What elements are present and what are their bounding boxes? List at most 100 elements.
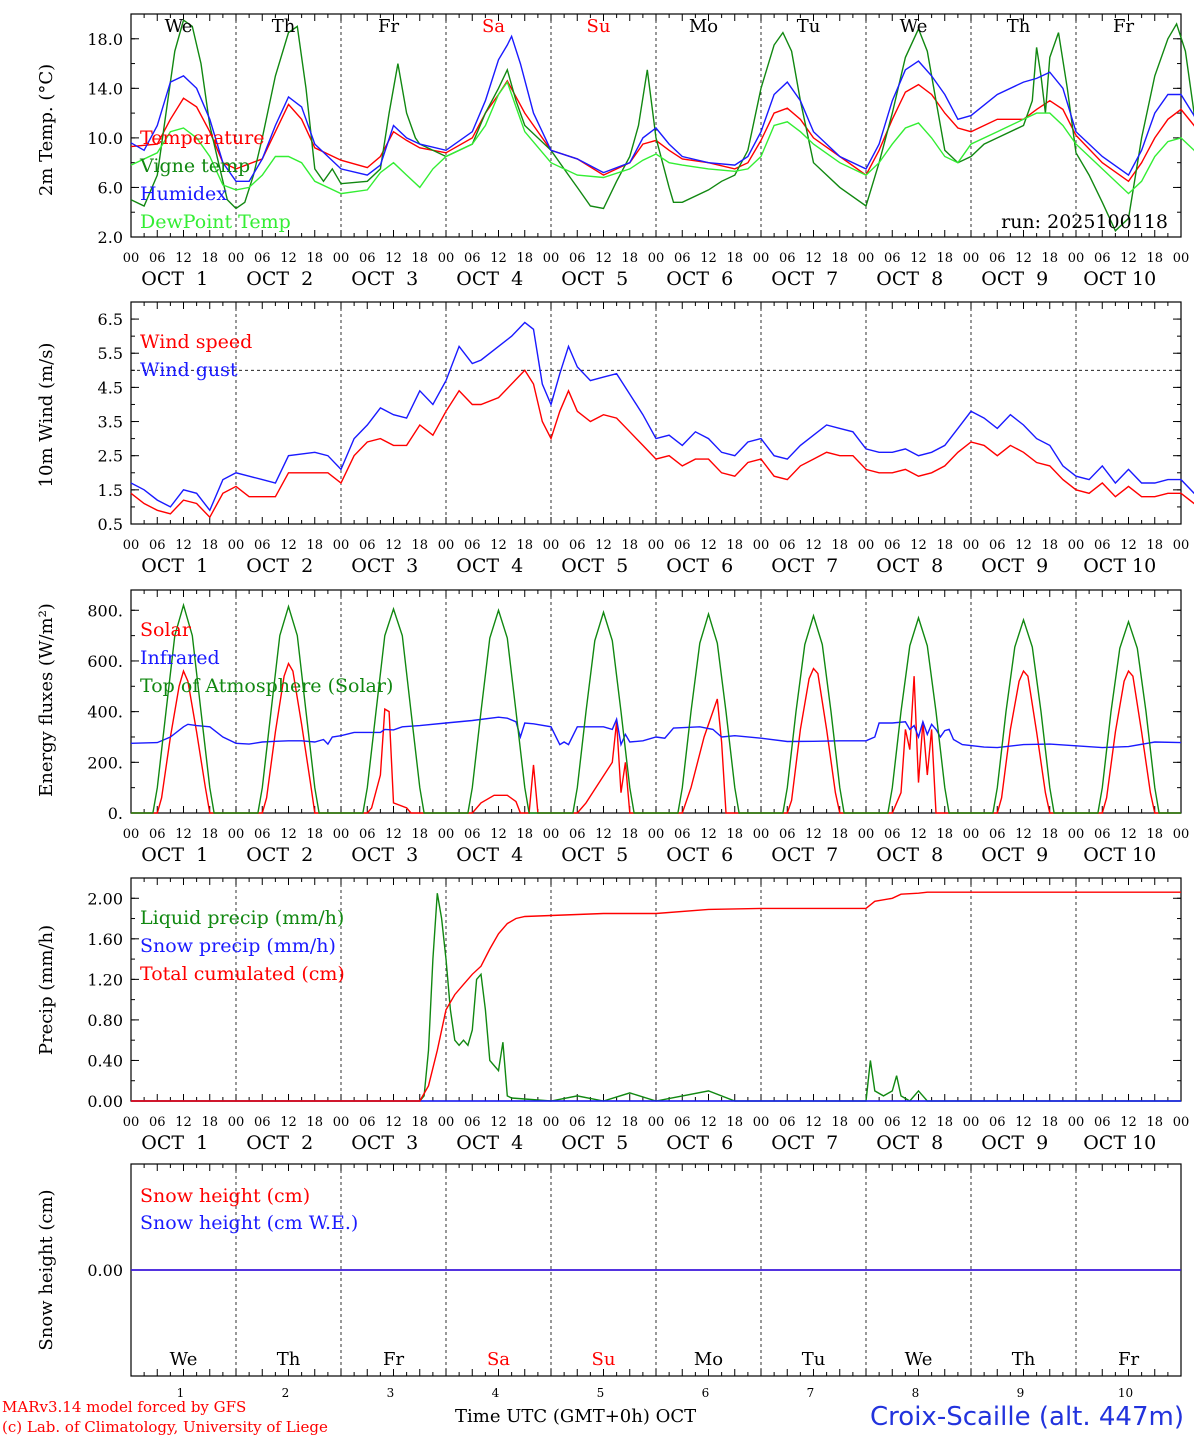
weekday-label: Tu [797,16,821,37]
hour-label: 12 [595,827,612,842]
y-tick-label: 0.5 [98,515,123,534]
hour-label: 06 [569,827,586,842]
date-label: OCT 3 [351,555,418,577]
hour-label: 00 [963,827,980,842]
hour-label: 00 [333,827,350,842]
hour-label: 06 [254,251,271,266]
day-number: 6 [702,1386,710,1400]
date-label: OCT 4 [456,1132,523,1154]
hour-label: 00 [963,538,980,553]
legend-entry: Infrared [140,647,220,669]
hour-label: 18 [726,1115,743,1130]
weekday-label: We [170,1349,198,1370]
lab-credit: (c) Lab. of Climatology, University of L… [2,1418,328,1436]
date-label: OCT 2 [246,1132,313,1154]
hour-label: 18 [1041,538,1058,553]
hour-label: 00 [123,251,140,266]
date-label: OCT 7 [771,555,838,577]
hour-label: 06 [884,538,901,553]
hour-label: 06 [674,827,691,842]
hour-label: 12 [910,251,927,266]
y-tick-label: 0.80 [87,1011,123,1030]
y-tick-label: 2.00 [87,889,123,908]
site-name: Croix-Scaille (alt. 447m) [870,1402,1184,1432]
y-tick-label: 600. [87,652,123,671]
series-line-wind-gust [130,321,1194,512]
y-tick-label: 18.0 [87,30,123,49]
y-axis-title: Energy fluxes (W/m²) [36,603,57,797]
hour-label: 12 [595,251,612,266]
legend-entry: Wind speed [140,331,252,353]
hour-label: 12 [280,538,297,553]
hour-label: 00 [228,251,245,266]
hour-label: 12 [805,251,822,266]
y-axis-title: 2m Temp. (°C) [36,64,57,196]
legend-entry: Snow precip (mm/h) [140,935,336,957]
hour-label: 18 [1146,538,1163,553]
hour-label: 18 [306,1115,323,1130]
hour-label: 18 [411,827,428,842]
date-label: OCT 1 [141,268,208,290]
hour-label: 06 [464,538,481,553]
hour-label: 12 [595,538,612,553]
hour-label: 12 [385,827,402,842]
weekday-label: Th [1007,16,1031,37]
legend-entry: Solar [140,619,192,641]
hour-label: 06 [359,827,376,842]
hour-label: 18 [306,251,323,266]
hour-label: 00 [1173,251,1190,266]
hour-label: 12 [1120,251,1137,266]
day-number: 10 [1118,1386,1133,1400]
hour-label: 18 [516,251,533,266]
hour-label: 06 [1094,251,1111,266]
hour-label: 06 [779,1115,796,1130]
date-label: OCT 5 [561,1132,628,1154]
hour-label: 06 [779,827,796,842]
date-label: OCT 5 [561,555,628,577]
day-number: 8 [912,1386,920,1400]
date-label: OCT 2 [246,555,313,577]
hour-label: 12 [175,538,192,553]
hour-label: 12 [1120,1115,1137,1130]
hour-label: 12 [700,1115,717,1130]
day-number: 2 [282,1386,290,1400]
weekday-label: Fr [1113,16,1134,37]
hour-label: 18 [936,827,953,842]
hour-label: 06 [1094,538,1111,553]
weekday-label: Sa [487,1349,510,1370]
hour-label: 06 [779,251,796,266]
y-tick-label: 200. [87,753,123,772]
hour-label: 00 [333,251,350,266]
y-tick-label: 400. [87,703,123,722]
series-line-top-of-atmosphere-solar- [131,602,1181,814]
y-tick-label: 0.40 [87,1051,123,1070]
y-tick-label: 4.5 [98,378,123,397]
day-number: 9 [1017,1386,1025,1400]
weekday-label: Su [592,1349,616,1370]
weekday-label: Fr [1118,1349,1139,1370]
hour-label: 18 [1146,827,1163,842]
date-label: OCT 8 [876,555,943,577]
date-label: OCT 8 [876,844,943,866]
legend-entry: Humidex [140,183,227,205]
hour-label: 06 [149,251,166,266]
hour-label: 18 [201,251,218,266]
hour-label: 00 [753,1115,770,1130]
hour-label: 00 [753,251,770,266]
y-axis-title: Snow height (cm) [36,1189,57,1350]
hour-label: 18 [936,1115,953,1130]
hour-label: 18 [621,827,638,842]
date-label: OCT 4 [456,268,523,290]
weekday-label: We [165,16,193,37]
hour-label: 18 [516,538,533,553]
date-label: OCT 6 [666,555,733,577]
date-label: OCT 6 [666,844,733,866]
panel-temp: 2.0 6.0 10.0 14.0 18.0 2m Temp. (°C) Temperatu… [36,13,1194,290]
hour-label: 00 [228,827,245,842]
hour-label: 12 [1015,1115,1032,1130]
hour-label: 06 [569,251,586,266]
hour-label: 06 [779,538,796,553]
hour-label: 00 [543,827,560,842]
hour-label: 18 [726,251,743,266]
hour-label: 18 [306,538,323,553]
